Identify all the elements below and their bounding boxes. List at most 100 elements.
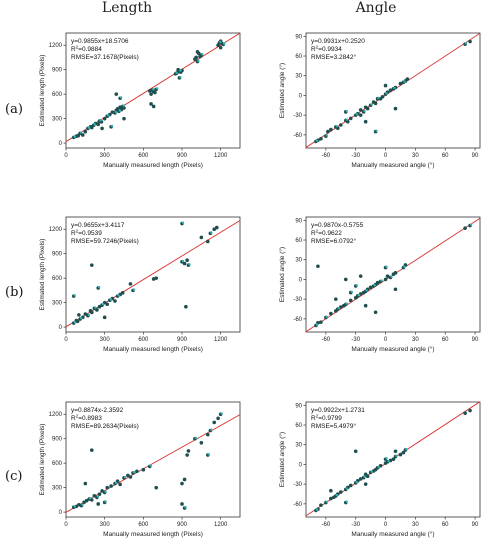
x-tick-label: 300 [100, 153, 111, 159]
y-tick-label: -60 [293, 502, 302, 508]
data-point [199, 235, 204, 240]
data-point [76, 133, 81, 138]
point-highlight [315, 323, 319, 326]
data-point [84, 498, 89, 503]
y-tick-label: 300 [52, 117, 63, 123]
y-tick-label: 900 [52, 437, 63, 443]
point-highlight [335, 493, 339, 497]
point-highlight [345, 487, 348, 490]
fit-annotation: R2=0.9884 [71, 45, 102, 54]
data-point [393, 271, 398, 275]
data-point [122, 116, 126, 121]
point-highlight [210, 231, 213, 234]
point-highlight [315, 139, 319, 142]
point-highlight [385, 265, 388, 268]
data-point [316, 264, 320, 269]
point-highlight [98, 285, 101, 289]
point-highlight [390, 275, 393, 278]
y-tick-label: 1200 [49, 412, 63, 418]
data-point [109, 484, 113, 488]
data-point [393, 106, 398, 111]
data-point [363, 303, 368, 308]
plot-frame [65, 216, 241, 333]
data-point [82, 500, 86, 505]
point-highlight [363, 475, 366, 478]
data-point [113, 299, 117, 303]
fit-annotation: y=0.9870x-0.5755 [311, 222, 364, 229]
data-point [102, 315, 107, 320]
point-highlight [123, 475, 127, 479]
fit-annotation: y=0.8874x-2.3592 [71, 407, 124, 414]
x-axis-label: Manually measured angle (°) [351, 161, 434, 169]
point-highlight [201, 53, 204, 56]
data-point [329, 311, 333, 316]
point-highlight [355, 284, 358, 287]
point-highlight [345, 118, 348, 121]
data-point [365, 474, 370, 479]
data-point [151, 104, 156, 109]
data-point [153, 90, 157, 95]
x-tick-label: 30 [412, 522, 419, 528]
y-tick-label: 0 [59, 141, 63, 147]
x-tick-label: 60 [442, 522, 449, 528]
y-tick-label: 60 [295, 238, 302, 244]
data-point [319, 503, 323, 507]
data-point [185, 258, 189, 263]
data-point [391, 457, 396, 461]
point-highlight [197, 59, 200, 62]
x-tick-label: 900 [177, 337, 188, 343]
x-tick-label: 0 [64, 153, 68, 159]
x-axis-label: Manually measured length (Pixels) [103, 162, 203, 169]
plot-frame [65, 401, 241, 518]
data-point [218, 45, 223, 50]
y-tick-label: 0 [59, 325, 63, 331]
point-highlight [79, 316, 83, 320]
data-point [348, 298, 353, 303]
data-point [102, 116, 107, 121]
data-point [149, 92, 153, 96]
point-highlight [337, 307, 341, 310]
data-point [195, 49, 200, 54]
fit-annotation: RMSE=89.2634(Pixels) [71, 423, 139, 430]
y-tick-label: 600 [52, 92, 63, 98]
point-highlight [156, 87, 159, 90]
data-point [194, 55, 198, 60]
point-highlight [355, 113, 358, 116]
data-point [348, 116, 353, 121]
x-tick-label: -30 [351, 522, 360, 528]
data-point [348, 483, 353, 488]
x-tick-label: 0 [384, 337, 388, 343]
data-point [339, 490, 343, 494]
point-highlight [345, 109, 348, 113]
data-point [92, 493, 97, 498]
x-tick-label: 0 [384, 153, 388, 159]
y-tick-label: 30 [295, 443, 302, 449]
point-highlight [325, 500, 329, 503]
data-point [75, 319, 80, 324]
point-highlight [315, 508, 319, 511]
chart-2: 0 300 600 900 1200 0 300 600 900 1200 Manually mea… [39, 216, 241, 353]
data-point [463, 411, 467, 415]
data-point [358, 108, 363, 112]
y-axis-label: Estimated angle (°) [278, 432, 286, 487]
point-highlight [393, 86, 396, 90]
data-point [388, 88, 393, 92]
data-point [95, 308, 99, 312]
point-highlight [210, 428, 213, 431]
plot-area [306, 217, 480, 332]
fit-annotation: R2=0.9622 [311, 229, 342, 238]
data-point [358, 113, 363, 117]
x-tick-label: 300 [100, 522, 111, 528]
data-point [319, 137, 323, 141]
y-tick-label: 900 [52, 68, 63, 74]
point-highlight [73, 135, 76, 138]
data-point [383, 83, 388, 88]
data-point [373, 101, 378, 106]
point-highlight [87, 313, 91, 317]
chart-4: 0 300 600 900 1200 0 300 600 900 1200 Manually mea… [39, 401, 241, 538]
data-point [80, 133, 85, 137]
x-axis-label: Manually measured angle (°) [351, 345, 434, 353]
data-point [83, 312, 88, 316]
data-point [375, 280, 380, 285]
y-axis-label: Estimated length (Pixels) [39, 424, 46, 496]
